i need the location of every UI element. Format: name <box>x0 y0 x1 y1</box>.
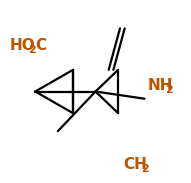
Text: 2: 2 <box>28 45 36 55</box>
Text: 2: 2 <box>141 164 148 174</box>
Text: CH: CH <box>123 157 147 172</box>
Text: C: C <box>35 38 46 53</box>
Text: HO: HO <box>10 38 36 53</box>
Text: 2: 2 <box>165 85 173 95</box>
Text: NH: NH <box>147 78 173 93</box>
